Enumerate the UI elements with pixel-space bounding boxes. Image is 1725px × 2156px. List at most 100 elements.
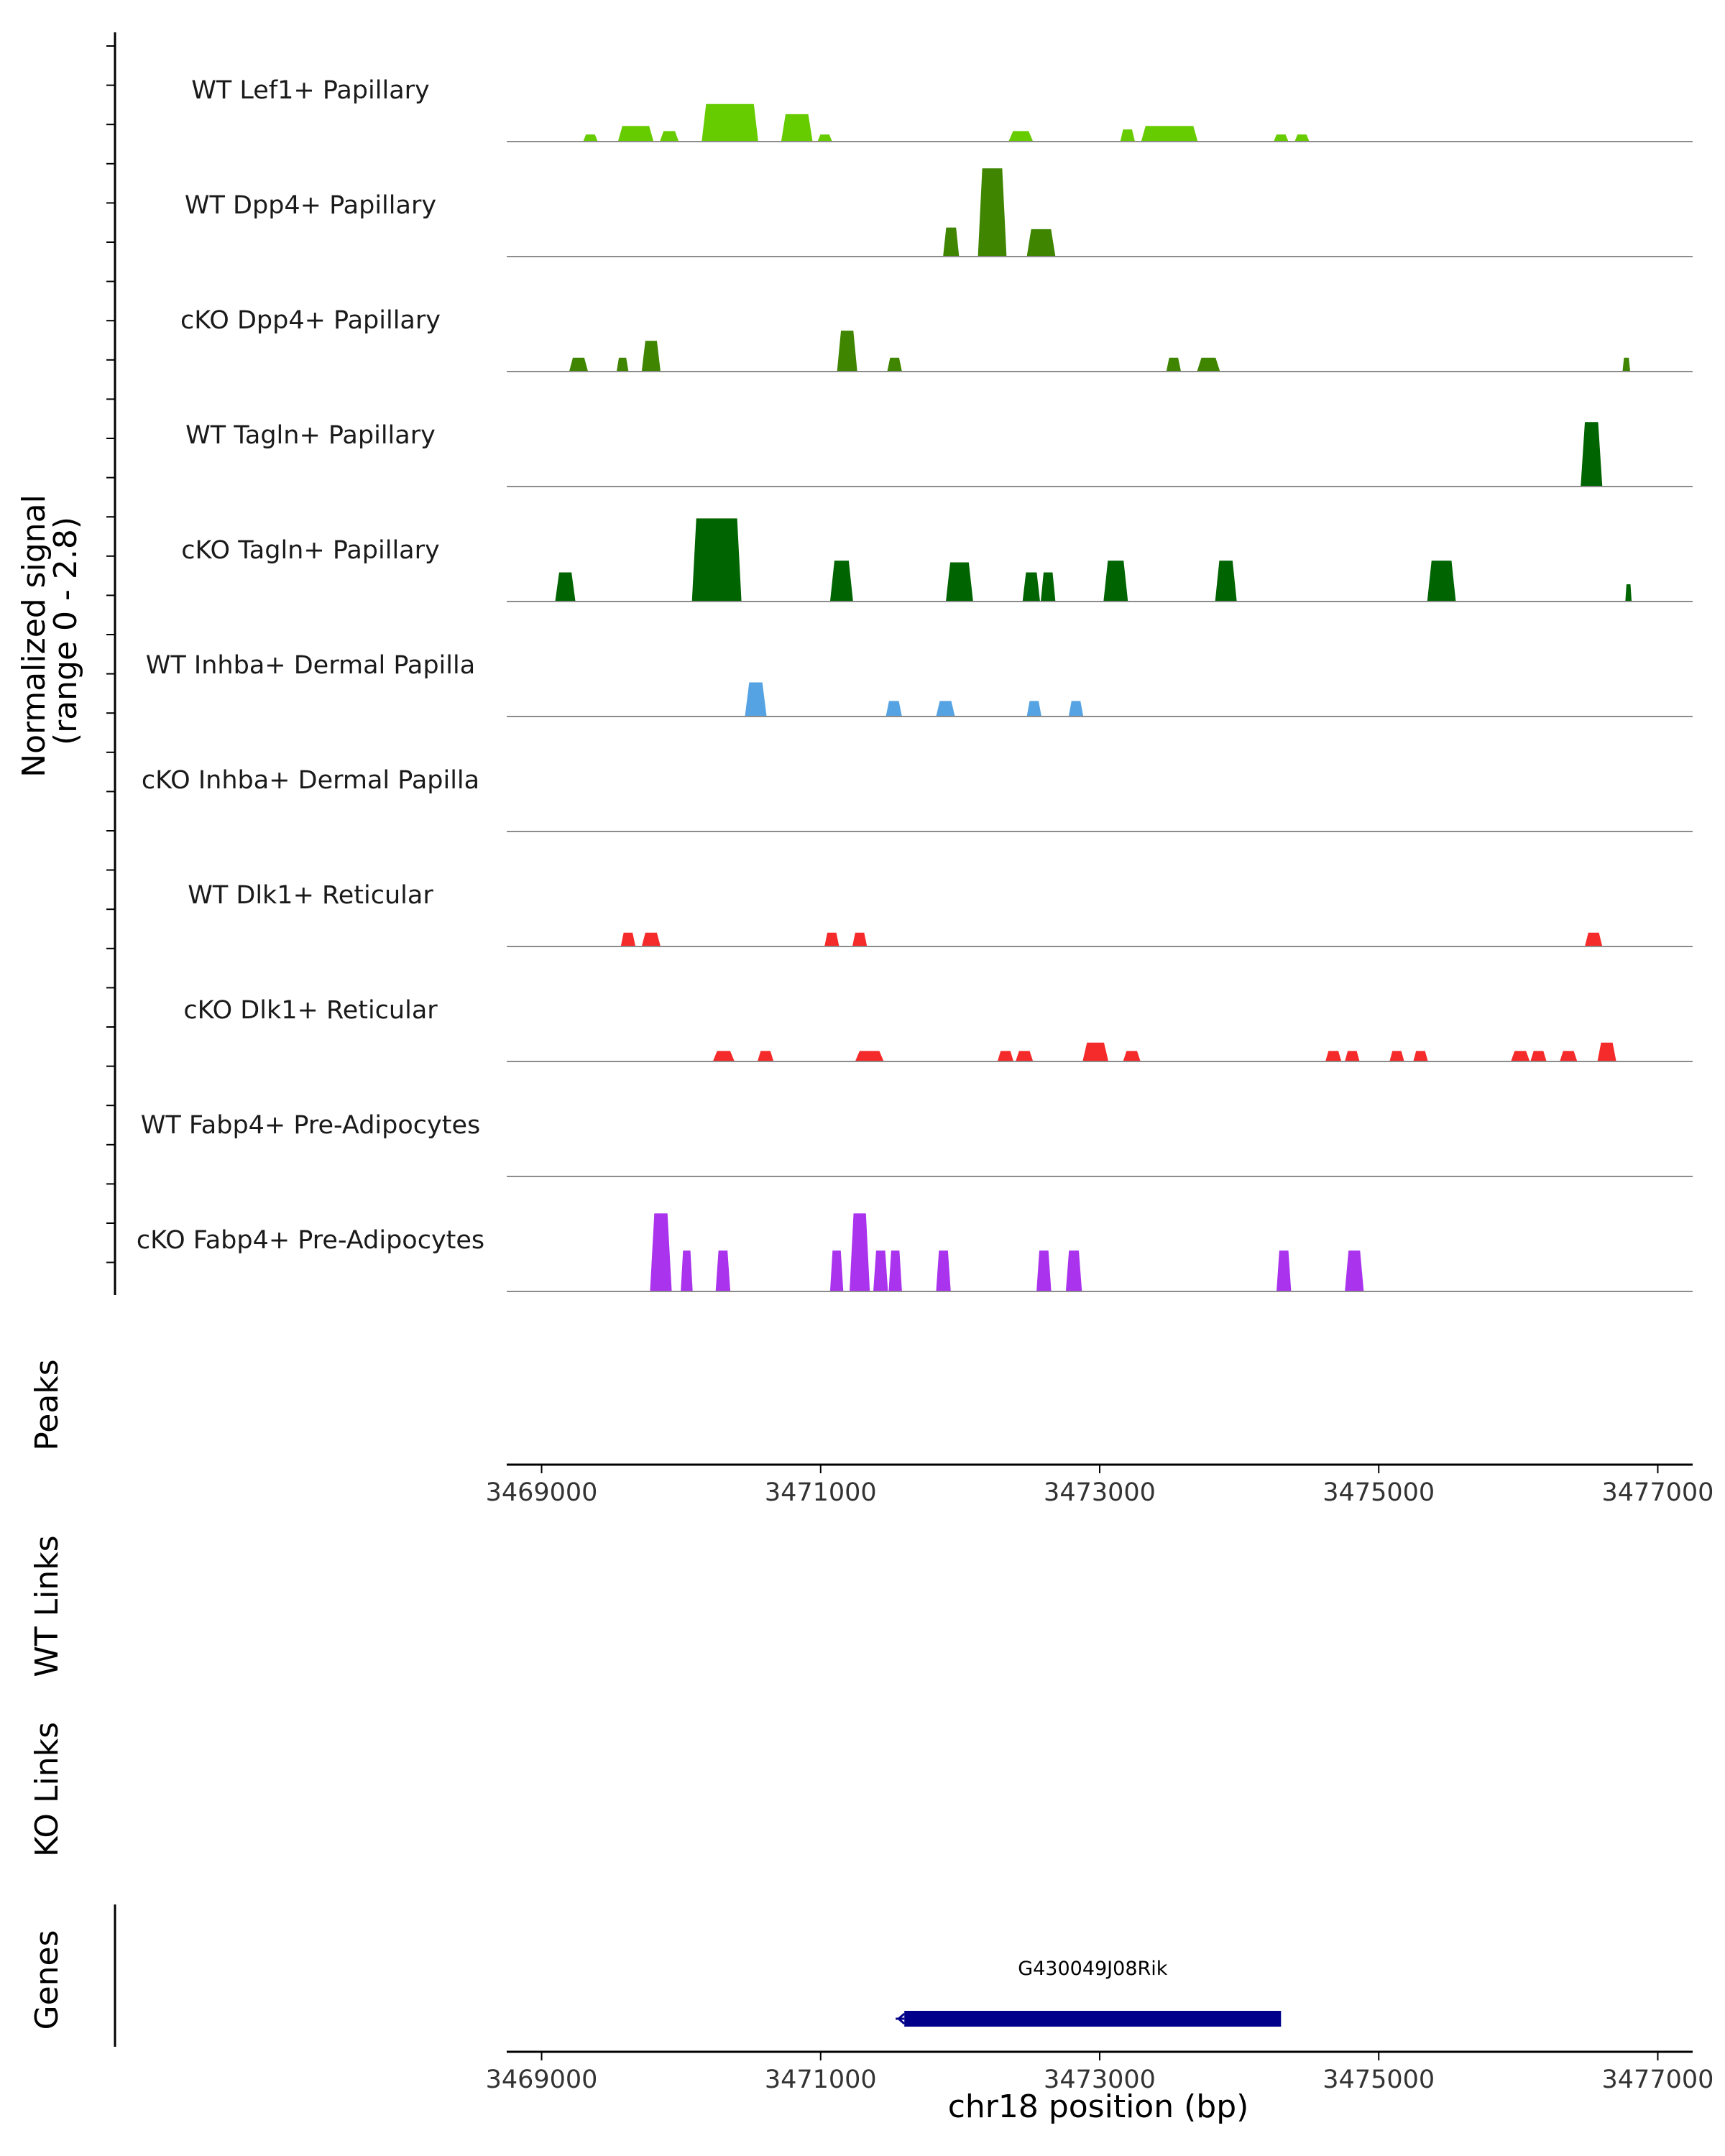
coverage-peak xyxy=(1584,932,1603,947)
coverage-peak xyxy=(817,134,833,142)
coverage-peak xyxy=(1015,1051,1034,1062)
coverage-peak xyxy=(781,114,813,142)
coverage-peak xyxy=(945,562,973,602)
coverage-peak xyxy=(829,1250,844,1292)
coverage-peak xyxy=(1597,1042,1616,1062)
peaks-panel-title: Peaks xyxy=(29,1359,65,1450)
coverage-peak xyxy=(855,1051,884,1062)
signal-y-axis xyxy=(106,32,116,1295)
track-label: WT Dlk1+ Reticular xyxy=(188,881,433,910)
ko-links-panel-title: KO Links xyxy=(29,1722,65,1857)
coverage-peak xyxy=(1103,561,1128,602)
coverage-peak xyxy=(1273,134,1289,142)
coverage-peak xyxy=(1040,572,1056,602)
coverage-peak xyxy=(873,1250,888,1292)
peaks-x-axis: 3469000 3471000 3473000 3475000 3477000 xyxy=(486,1463,1714,1507)
coverage-peak xyxy=(1559,1051,1578,1062)
coverage-peak xyxy=(978,168,1007,257)
coverage-peak xyxy=(702,103,758,142)
coverage-peak xyxy=(1345,1250,1364,1292)
coverage-peak xyxy=(757,1051,774,1062)
genes-x-tick-label: 3471000 xyxy=(765,2065,877,2094)
track-label: cKO Inhba+ Dermal Papilla xyxy=(142,766,479,795)
coverage-peak xyxy=(936,1250,951,1292)
coverage-peak xyxy=(1294,134,1310,142)
peaks-x-tick-label: 3469000 xyxy=(486,1478,598,1507)
track-label: WT Fabp4+ Pre-Adipocytes xyxy=(141,1111,480,1140)
genes-panel-title: Genes xyxy=(29,1930,65,2030)
track-cko-fabp4-pre-adipocytes: cKO Fabp4+ Pre-Adipocytes xyxy=(137,1213,1693,1292)
track-cko-dlk1-reticular: cKO Dlk1+ Reticular xyxy=(183,996,1693,1062)
coverage-peak xyxy=(1022,572,1041,602)
coverage-peak xyxy=(886,701,903,717)
coverage-peak xyxy=(1427,561,1456,602)
coverage-peak xyxy=(1581,422,1603,487)
track-wt-fabp4-pre-adipocytes: WT Fabp4+ Pre-Adipocytes xyxy=(141,1111,1693,1177)
coverage-peak xyxy=(1141,126,1198,142)
coverage-peak xyxy=(1166,357,1182,372)
coverage-peak xyxy=(1036,1250,1052,1292)
track-label: WT Dpp4+ Papillary xyxy=(185,191,436,220)
x-axis-title: chr18 position (bp) xyxy=(948,2088,1249,2125)
coverage-peak xyxy=(887,357,903,372)
genes-x-tick-label: 3475000 xyxy=(1322,2065,1435,2094)
coverage-peak xyxy=(829,561,853,602)
coverage-peak xyxy=(1197,357,1220,372)
genes-x-tick-label: 3473000 xyxy=(1044,2065,1156,2094)
track-wt-tagln-papillary: WT Tagln+ Papillary xyxy=(185,421,1693,487)
peaks-x-tick-label: 3475000 xyxy=(1322,1478,1435,1507)
gene-annotations: G430049J08Rik xyxy=(896,1958,1282,2027)
coverage-peak xyxy=(1026,229,1056,257)
track-label: WT Inhba+ Dermal Papilla xyxy=(146,651,475,680)
coverage-peak xyxy=(1510,1051,1530,1062)
coverage-peak xyxy=(681,1250,693,1292)
track-cko-inhba-dermal-papilla: cKO Inhba+ Dermal Papilla xyxy=(142,766,1693,832)
genes-x-tick-label: 3477000 xyxy=(1602,2065,1714,2094)
track-label: WT Tagln+ Papillary xyxy=(185,421,436,450)
peaks-x-tick-label: 3477000 xyxy=(1602,1478,1714,1507)
coverage-peak xyxy=(650,1213,672,1292)
coverage-peak xyxy=(997,1051,1014,1062)
coverage-peak xyxy=(659,131,679,142)
coverage-peak xyxy=(620,932,636,947)
coverage-peak xyxy=(824,932,840,947)
track-cko-tagln-papillary: cKO Tagln+ Papillary xyxy=(181,518,1693,602)
coverage-peak xyxy=(1622,357,1631,372)
track-wt-inhba-dermal-papilla: WT Inhba+ Dermal Papilla xyxy=(146,651,1693,717)
coverage-peak xyxy=(1344,1051,1360,1062)
gene-body xyxy=(904,2011,1282,2027)
coverage-peak xyxy=(555,572,576,602)
coverage-peak xyxy=(943,227,960,257)
y-axis-title: Normalized signal (range 0 - 2.8) xyxy=(16,484,84,778)
coverage-peak xyxy=(1120,129,1136,142)
coverage-peak xyxy=(745,682,767,717)
track-label: cKO Dlk1+ Reticular xyxy=(183,996,438,1025)
peaks-x-tick-label: 3473000 xyxy=(1044,1478,1156,1507)
coverage-peak xyxy=(1530,1051,1547,1062)
track-label: cKO Dpp4+ Papillary xyxy=(180,306,441,335)
coverage-peak xyxy=(1068,701,1084,717)
track-label: WT Lef1+ Papillary xyxy=(191,76,430,105)
coverage-peak xyxy=(569,357,589,372)
coverage-peak xyxy=(617,126,654,142)
coverage-peak xyxy=(641,341,661,372)
coverage-peak xyxy=(849,1213,870,1292)
genes-x-axis: 3469000 3471000 3473000 3475000 3477000 xyxy=(486,2050,1714,2094)
track-wt-lef1-papillary: WT Lef1+ Papillary xyxy=(191,76,1693,142)
coverage-peak xyxy=(1625,584,1632,602)
coverage-peak xyxy=(1082,1042,1109,1062)
coverage-peak xyxy=(1065,1250,1082,1292)
peaks-x-tick-label: 3471000 xyxy=(765,1478,877,1507)
coverage-peak xyxy=(1276,1250,1292,1292)
track-label: cKO Fabp4+ Pre-Adipocytes xyxy=(137,1226,484,1255)
coverage-peak xyxy=(715,1250,731,1292)
wt-links-panel-title: WT Links xyxy=(29,1535,65,1677)
track-cko-dpp4-papillary: cKO Dpp4+ Papillary xyxy=(180,306,1693,372)
coverage-peak xyxy=(1123,1051,1141,1062)
coverage-peak xyxy=(641,932,661,947)
y-axis-title-line-2: (range 0 - 2.8) xyxy=(47,517,84,745)
track-wt-dlk1-reticular: WT Dlk1+ Reticular xyxy=(188,881,1693,947)
coverage-peak xyxy=(852,932,868,947)
coverage-peak xyxy=(1008,131,1034,142)
